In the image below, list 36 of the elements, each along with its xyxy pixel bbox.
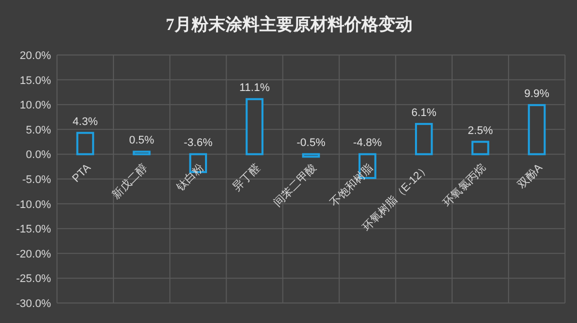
data-label: 6.1% <box>411 106 437 119</box>
data-label: 9.9% <box>524 88 550 100</box>
data-label: -4.8% <box>353 137 382 150</box>
x-tick-label: 环氧氯丙烷 <box>440 161 488 210</box>
bar <box>471 140 490 156</box>
data-label: 11.1% <box>239 82 270 94</box>
bar <box>302 153 320 158</box>
y-tick-label: -15.0% <box>16 224 52 236</box>
y-tick-label: 5.0% <box>26 124 52 136</box>
x-tick-label: 钛白粉 <box>174 162 206 194</box>
x-tick-label: 双酚A <box>516 161 546 192</box>
x-tick-label: 异丁醛 <box>230 161 263 194</box>
y-tick-label: 20.0% <box>20 50 52 62</box>
bar <box>132 150 151 156</box>
y-tick-label: -30.0% <box>16 298 52 310</box>
bar <box>414 122 433 156</box>
data-label: -3.6% <box>184 137 213 150</box>
x-tick-label: 间苯二甲酸 <box>271 161 320 210</box>
x-tick-label: 不饱和树脂 <box>327 161 376 210</box>
data-label: 0.5% <box>129 134 154 147</box>
bar <box>528 104 546 156</box>
y-tick-label: -25.0% <box>16 273 52 286</box>
chart-title: 7月粉末涂料主要原材料价格变动 <box>166 15 412 34</box>
y-tick-label: 10.0% <box>20 100 52 112</box>
data-label: -0.5% <box>296 137 326 150</box>
y-tick-label: -20.0% <box>16 248 52 260</box>
y-tick-label: -10.0% <box>16 198 52 211</box>
bar <box>76 132 94 156</box>
y-tick-label: 0.0% <box>26 149 52 162</box>
x-tick-label: PTA <box>70 161 94 185</box>
x-tick-label: 新戊二醇 <box>109 161 150 202</box>
bar <box>246 98 264 156</box>
data-label: 2.5% <box>468 124 494 137</box>
y-tick-label: 15.0% <box>20 74 52 87</box>
data-label: 4.3% <box>72 116 98 128</box>
y-tick-label: -5.0% <box>22 174 52 186</box>
